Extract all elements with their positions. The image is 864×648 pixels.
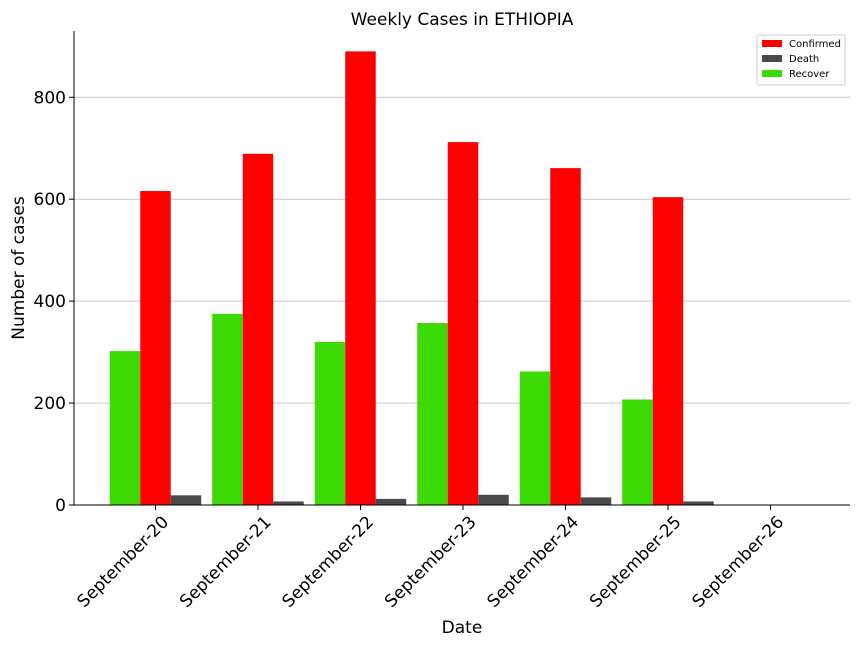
y-axis-label: Number of cases bbox=[9, 196, 29, 340]
bar-confirmed-september-24 bbox=[550, 168, 581, 506]
legend-label-death: Death bbox=[789, 54, 819, 65]
legend: Confirmed Death Recover bbox=[756, 34, 846, 86]
bar-recover-september-23 bbox=[417, 323, 448, 505]
bar-death-september-23 bbox=[478, 494, 509, 505]
bar-confirmed-september-22 bbox=[345, 51, 376, 506]
x-tick-label: September-26 bbox=[689, 512, 788, 611]
y-tick-label: 200 bbox=[34, 394, 66, 414]
legend-label-confirmed: Confirmed bbox=[789, 39, 841, 50]
y-tick-label: 600 bbox=[34, 190, 66, 210]
x-tick-label: September-24 bbox=[484, 512, 583, 611]
x-axis-label: Date bbox=[442, 618, 483, 638]
bar-recover-september-21 bbox=[212, 313, 243, 505]
bar-confirmed-september-20 bbox=[140, 191, 171, 506]
bar-recover-september-22 bbox=[314, 341, 346, 505]
legend-label-recover: Recover bbox=[789, 69, 830, 80]
legend-swatch-recover bbox=[762, 70, 782, 77]
bar-recover-september-25 bbox=[622, 399, 653, 505]
y-tick-label: 400 bbox=[34, 292, 66, 312]
bar-death-september-25 bbox=[683, 501, 714, 505]
bar-recover-september-20 bbox=[109, 351, 141, 505]
legend-swatch-death bbox=[762, 55, 782, 62]
chart-title: Weekly Cases in ETHIOPIA bbox=[351, 10, 574, 30]
x-ticks: September-20 September-21 September-22 Sept… bbox=[74, 505, 788, 612]
bar-confirmed-september-25 bbox=[652, 197, 684, 505]
x-tick-label: September-25 bbox=[586, 512, 685, 611]
y-tick-label: 0 bbox=[55, 496, 66, 516]
bar-death-september-20 bbox=[170, 495, 202, 505]
y-ticks: 0 200 400 600 800 bbox=[34, 88, 74, 516]
bar-death-september-21 bbox=[273, 501, 304, 505]
bar-confirmed-september-23 bbox=[447, 142, 479, 505]
bar-death-september-24 bbox=[580, 497, 612, 505]
x-tick-label: September-20 bbox=[74, 512, 173, 611]
y-tick-label: 800 bbox=[34, 88, 66, 108]
bar-confirmed-september-21 bbox=[242, 153, 274, 505]
x-tick-label: September-21 bbox=[176, 512, 275, 611]
bars bbox=[109, 51, 714, 506]
x-tick-label: September-23 bbox=[381, 512, 480, 611]
legend-swatch-confirmed bbox=[762, 40, 782, 47]
bar-recover-september-24 bbox=[519, 371, 551, 505]
bar-death-september-22 bbox=[375, 498, 407, 505]
x-tick-label: September-22 bbox=[279, 512, 378, 611]
